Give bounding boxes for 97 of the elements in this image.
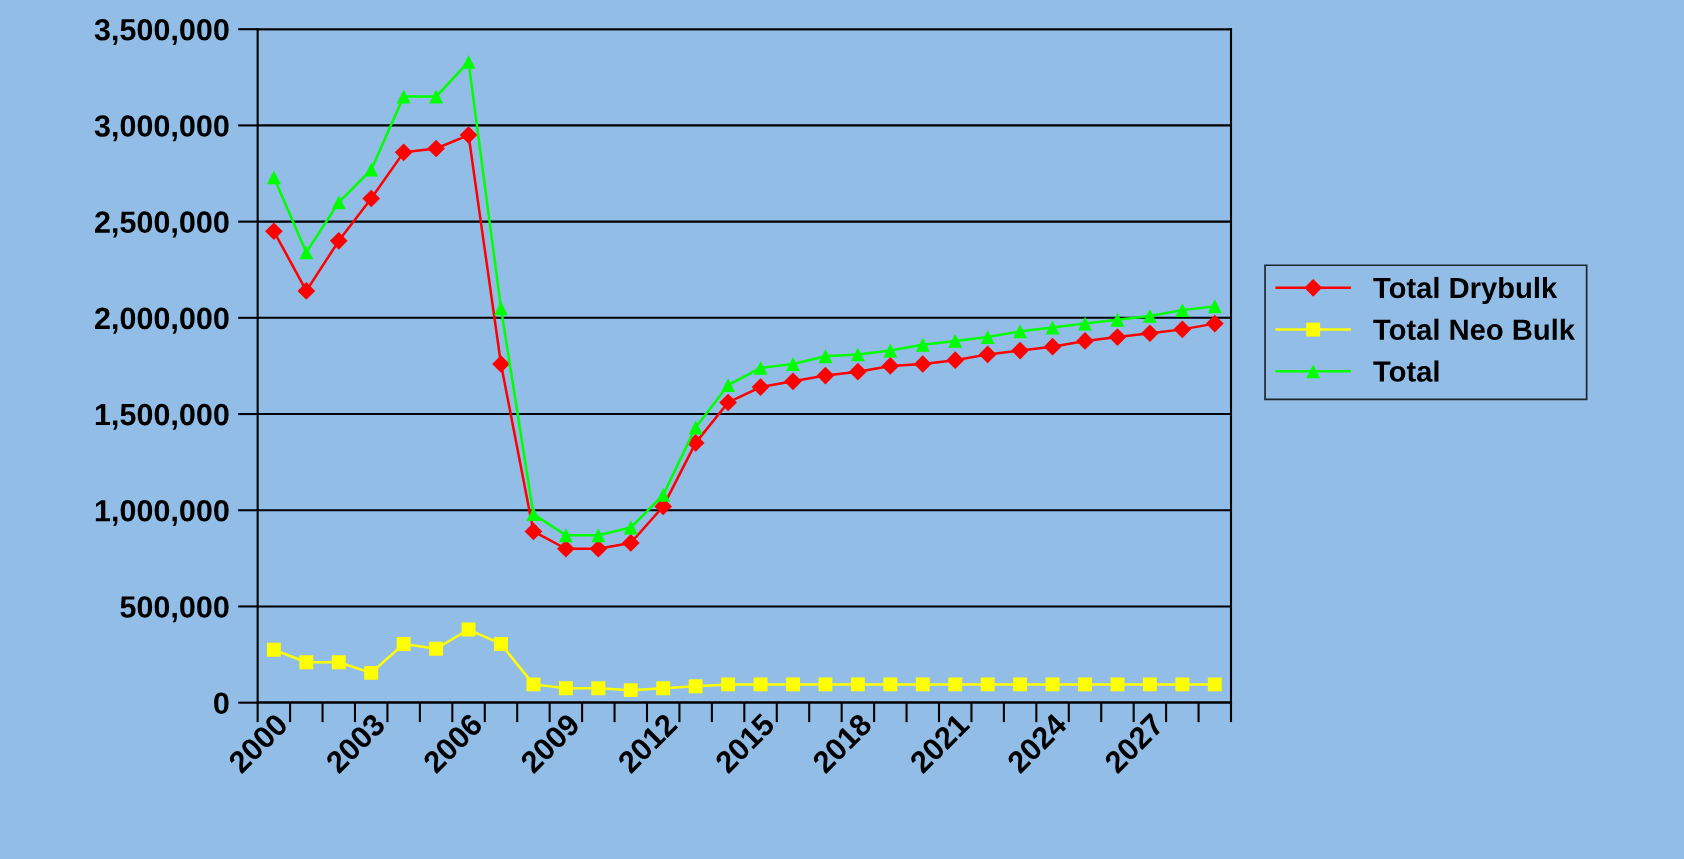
point (786, 677, 800, 692)
point (394, 143, 413, 162)
point (461, 54, 476, 69)
point (396, 89, 411, 104)
point (494, 637, 508, 651)
point (1078, 677, 1092, 692)
point (818, 349, 833, 364)
point (688, 679, 703, 694)
point (427, 139, 445, 158)
point (1173, 320, 1192, 339)
point (526, 677, 541, 692)
point (1207, 299, 1222, 314)
point (1011, 341, 1029, 360)
point (751, 378, 770, 396)
point (721, 378, 736, 393)
y-tick-label: 500,000 (120, 596, 229, 623)
point (429, 89, 444, 104)
point (686, 434, 705, 452)
point (299, 245, 314, 260)
point (849, 362, 867, 381)
point (1141, 324, 1159, 343)
legend-label: Total Drybulk (1373, 276, 1558, 305)
point (299, 655, 314, 670)
legend-label: Total Neo Bulk (1373, 318, 1576, 341)
y-tick-label: 2,500,000 (95, 211, 229, 238)
point (1142, 308, 1157, 323)
point (591, 681, 606, 696)
point (1045, 320, 1060, 335)
point (1110, 312, 1125, 327)
y-tick-label: 3,500,000 (94, 18, 229, 46)
point (396, 637, 411, 651)
y-tick-label: 1,000,000 (95, 499, 229, 527)
point (429, 641, 444, 656)
point (1205, 314, 1224, 333)
point (1142, 677, 1157, 692)
point (492, 355, 510, 373)
point (946, 351, 965, 369)
point (753, 360, 768, 375)
point (459, 126, 478, 144)
point (1175, 677, 1190, 692)
point (850, 677, 865, 692)
point (850, 347, 865, 362)
point (719, 393, 737, 412)
point (915, 337, 930, 352)
y-tick-label: 0 (214, 692, 229, 715)
point (265, 222, 283, 241)
point (1045, 677, 1060, 692)
point (266, 642, 281, 657)
point (558, 681, 573, 696)
y-tick-label: 3,000,000 (94, 115, 229, 142)
point (980, 677, 995, 692)
point (558, 528, 573, 543)
point (881, 357, 900, 375)
point (266, 170, 281, 185)
point (915, 677, 930, 692)
point (978, 345, 997, 364)
point (1076, 332, 1094, 350)
point (591, 528, 606, 543)
point (656, 487, 671, 502)
point (948, 677, 963, 692)
point (980, 330, 995, 345)
point (1175, 303, 1190, 318)
point (524, 522, 543, 541)
point (1207, 677, 1222, 692)
point (331, 655, 346, 670)
point (883, 677, 898, 692)
point (494, 301, 508, 316)
point (331, 195, 346, 210)
point (688, 420, 703, 435)
point (1043, 337, 1062, 356)
point (784, 372, 802, 391)
point (816, 366, 835, 385)
point (721, 677, 736, 692)
point (362, 189, 381, 208)
point (1078, 316, 1092, 331)
y-tick-label: 2,000,000 (95, 307, 229, 334)
point (623, 520, 638, 535)
point (526, 507, 541, 522)
point (623, 683, 638, 698)
point (297, 282, 316, 300)
point (786, 357, 800, 371)
point (329, 232, 348, 250)
point (1013, 324, 1028, 339)
point (883, 343, 898, 358)
point (1013, 677, 1028, 692)
point (364, 162, 379, 177)
point (913, 355, 932, 373)
point (1110, 677, 1125, 692)
point (948, 333, 963, 348)
point (364, 665, 379, 680)
point (656, 681, 671, 696)
y-tick-label: 1,500,000 (95, 403, 229, 430)
point (818, 677, 833, 692)
legend-label: Total (1373, 360, 1439, 382)
point (753, 677, 768, 692)
point (1108, 328, 1127, 346)
point (621, 534, 640, 552)
